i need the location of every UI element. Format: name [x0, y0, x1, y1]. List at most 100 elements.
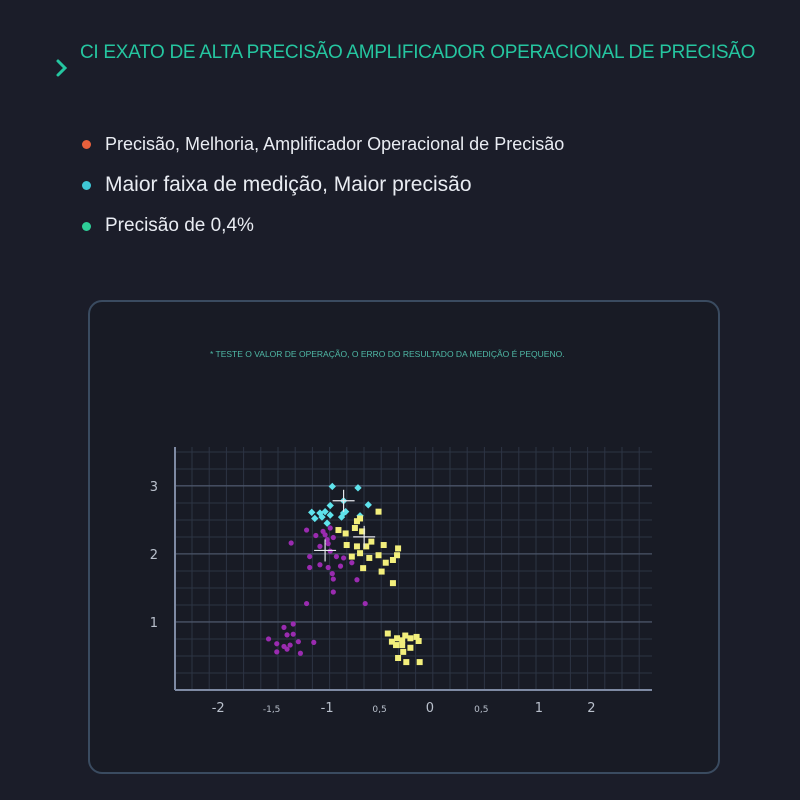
data-point-cyan — [326, 511, 334, 519]
data-point-yellow — [395, 655, 402, 662]
data-point-purple — [337, 563, 344, 569]
data-point-yellow — [402, 632, 409, 639]
data-point-yellow — [382, 559, 389, 566]
data-point-yellow — [357, 550, 364, 557]
data-point-purple — [330, 589, 336, 595]
data-point-yellow — [407, 644, 414, 651]
chevron-right-icon — [56, 59, 68, 77]
data-point-purple — [325, 541, 331, 547]
data-point-purple — [284, 646, 290, 652]
data-point-yellow — [395, 545, 402, 552]
x-tick-label: 2 — [587, 701, 595, 716]
data-point-yellow — [375, 508, 382, 515]
data-point-yellow — [357, 515, 364, 522]
data-point-purple — [274, 641, 280, 647]
feature-item: Precisão de 0,4% — [82, 215, 254, 237]
data-point-cyan — [308, 508, 316, 517]
data-point-purple — [295, 639, 301, 645]
data-point-yellow — [343, 542, 350, 549]
data-point-yellow — [360, 565, 367, 572]
data-point-yellow — [375, 552, 382, 559]
data-point-yellow — [399, 642, 406, 649]
data-point-yellow — [415, 637, 422, 644]
data-point-purple — [327, 525, 333, 531]
data-point-yellow — [368, 538, 375, 545]
data-point-yellow — [403, 659, 410, 666]
feature-text: Precisão de 0,4% — [105, 215, 254, 236]
page-title: CI EXATO DE ALTA PRECISÃO AMPLIFICADOR O… — [80, 42, 756, 63]
data-point-yellow — [416, 659, 423, 666]
data-point-purple — [362, 600, 368, 607]
x-tick-label: -1,5 — [263, 705, 281, 715]
y-tick-label: 3 — [150, 480, 158, 495]
data-point-purple — [284, 632, 290, 638]
data-point-purple — [330, 576, 336, 582]
data-point-purple — [354, 577, 360, 583]
data-point-purple — [297, 650, 304, 656]
feature-item: Precisão, Melhoria, Amplificador Operaci… — [82, 134, 564, 155]
feature-text: Maior faixa de medição, Maior precisão — [105, 173, 472, 196]
data-point-yellow — [380, 542, 387, 549]
data-point-yellow — [348, 553, 355, 560]
data-point-yellow — [400, 648, 407, 655]
data-point-purple — [307, 564, 313, 571]
feature-item: Maior faixa de medição, Maior precisão — [82, 173, 472, 197]
data-point-cyan — [318, 513, 326, 521]
data-point-purple — [322, 532, 328, 538]
data-point-purple — [329, 571, 335, 577]
data-point-purple — [303, 600, 310, 607]
data-point-yellow — [399, 637, 406, 644]
bullet-dot-icon — [82, 221, 91, 231]
data-point-purple — [349, 560, 355, 566]
data-point-purple — [317, 562, 323, 568]
data-point-purple — [325, 564, 331, 571]
data-point-yellow — [393, 642, 400, 649]
data-point-yellow — [394, 635, 401, 642]
data-point-purple — [324, 536, 330, 543]
feature-text: Precisão, Melhoria, Amplificador Operaci… — [105, 134, 565, 154]
data-point-purple — [288, 540, 294, 546]
data-point-yellow — [366, 554, 373, 561]
data-point-purple — [303, 527, 310, 533]
data-point-yellow — [353, 543, 360, 550]
data-point-purple — [265, 636, 272, 642]
data-point-yellow — [351, 525, 358, 531]
data-point-yellow — [378, 568, 385, 575]
y-tick-label: 2 — [150, 548, 158, 563]
data-point-cyan — [337, 513, 346, 521]
x-tick-label: -1 — [321, 701, 334, 716]
data-point-purple — [290, 621, 296, 627]
data-point-cyan — [364, 501, 372, 509]
data-point-cyan — [323, 519, 331, 527]
y-tick-label: 1 — [150, 616, 158, 631]
x-tick-label: 0,5 — [474, 705, 488, 715]
data-point-yellow — [388, 638, 395, 645]
data-point-yellow — [353, 518, 360, 525]
data-point-yellow — [413, 633, 420, 640]
data-point-yellow — [363, 543, 370, 550]
data-point-purple — [340, 555, 347, 561]
data-point-purple — [313, 532, 319, 539]
data-point-cyan — [321, 507, 329, 516]
data-point-purple — [290, 631, 296, 637]
bullet-dot-icon — [82, 140, 91, 149]
data-point-yellow — [342, 530, 349, 537]
bullet-dot-icon — [82, 180, 91, 190]
data-point-yellow — [394, 552, 401, 559]
data-point-purple — [327, 548, 333, 554]
data-point-yellow — [389, 580, 396, 587]
data-point-cyan — [311, 514, 319, 523]
data-point-yellow — [407, 635, 414, 642]
data-point-purple — [317, 543, 323, 549]
chart-title: * TESTE O VALOR DE OPERAÇÃO, O ERRO DO R… — [210, 349, 565, 359]
data-point-cyan — [328, 482, 336, 491]
x-tick-label: 0,5 — [372, 705, 386, 715]
data-point-purple — [281, 624, 287, 630]
x-tick-label: 1 — [535, 701, 543, 716]
data-point-purple — [274, 649, 280, 655]
x-tick-label: -2 — [212, 701, 225, 716]
data-point-yellow — [389, 556, 396, 563]
data-point-cyan — [326, 501, 334, 510]
data-point-cyan — [354, 484, 362, 492]
